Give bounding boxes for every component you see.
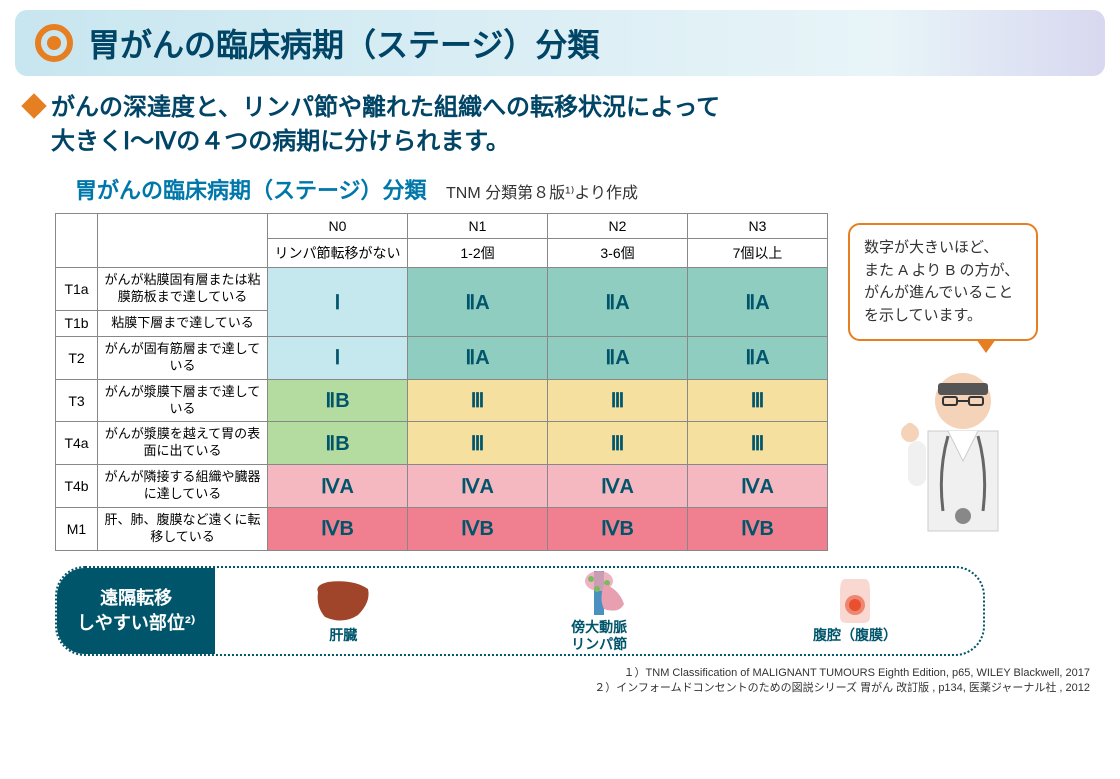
row-code: T4b	[56, 465, 98, 508]
diamond-icon	[21, 93, 46, 118]
col-n2-desc: 3-6個	[548, 239, 688, 268]
col-n0: N0	[268, 214, 408, 239]
stage-table-container: N0 N1 N2 N3 リンパ節転移がない 1-2個 3-6個 7個以上 T1a…	[55, 213, 828, 551]
stage-cell: ⅣB	[268, 507, 408, 550]
stage-cell: ⅡA	[408, 336, 548, 379]
stage-cell: ⅡA	[688, 268, 828, 337]
stage-table: N0 N1 N2 N3 リンパ節転移がない 1-2個 3-6個 7個以上 T1a…	[55, 213, 828, 551]
organ-liver: 肝臓	[215, 577, 471, 644]
stage-cell: ⅡA	[548, 336, 688, 379]
row-code: T4a	[56, 422, 98, 465]
row-label: 粘膜下層まで達している	[98, 310, 268, 336]
stage-cell: ⅣA	[268, 465, 408, 508]
table-row: T2がんが固有筋層まで達しているⅠⅡAⅡAⅡA	[56, 336, 828, 379]
col-n3: N3	[688, 214, 828, 239]
references: １）TNM Classification of MALIGNANT TUMOUR…	[15, 666, 1090, 697]
metastasis-box: 遠隔転移しやすい部位²⁾ 肝臓 傍大動脈リンパ節 腹腔（腹膜）	[55, 566, 985, 656]
stage-cell: Ⅲ	[688, 422, 828, 465]
row-label: がんが漿膜下層まで達している	[98, 379, 268, 422]
stage-cell: Ⅲ	[408, 379, 548, 422]
stage-cell: Ⅲ	[688, 379, 828, 422]
row-code: T1b	[56, 310, 98, 336]
row-code: T2	[56, 336, 98, 379]
row-label: がんが粘膜固有層または粘膜筋板まで達している	[98, 268, 268, 311]
col-n1: N1	[408, 214, 548, 239]
stage-cell: Ⅲ	[548, 379, 688, 422]
title-bar: 胃がんの臨床病期（ステージ）分類	[15, 10, 1105, 76]
stage-cell: Ⅰ	[268, 268, 408, 337]
stage-cell: ⅡA	[688, 336, 828, 379]
stage-cell: ⅣA	[688, 465, 828, 508]
stage-cell: Ⅲ	[408, 422, 548, 465]
organ-lymph-label: 傍大動脈リンパ節	[571, 619, 627, 653]
stage-cell: ⅣB	[408, 507, 548, 550]
table-row: T1aがんが粘膜固有層または粘膜筋板まで達しているⅠⅡAⅡAⅡA	[56, 268, 828, 311]
table-row: T3がんが漿膜下層まで達しているⅡBⅢⅢⅢ	[56, 379, 828, 422]
liver-icon	[313, 577, 373, 625]
stage-cell: ⅡB	[268, 422, 408, 465]
organ-peritoneum: 腹腔（腹膜）	[727, 577, 983, 644]
table-row: T4aがんが漿膜を越えて胃の表面に出ているⅡBⅢⅢⅢ	[56, 422, 828, 465]
table-row: M1肝、肺、腹膜など遠くに転移しているⅣBⅣBⅣBⅣB	[56, 507, 828, 550]
stage-cell: ⅣA	[408, 465, 548, 508]
speech-bubble: 数字が大きいほど、また A より B の方が、がんが進んでいることを示しています…	[848, 223, 1038, 341]
col-n3-desc: 7個以上	[688, 239, 828, 268]
subtitle-text: がんの深達度と、リンパ節や離れた組織への転移状況によって大きくⅠ〜Ⅳの４つの病期…	[51, 91, 720, 158]
title-bullet-icon	[35, 24, 73, 62]
metastasis-label: 遠隔転移しやすい部位²⁾	[57, 568, 215, 654]
col-n0-desc: リンパ節転移がない	[268, 239, 408, 268]
row-code: T1a	[56, 268, 98, 311]
organ-peritoneum-label: 腹腔（腹膜）	[813, 627, 897, 644]
row-code: T3	[56, 379, 98, 422]
organ-liver-label: 肝臓	[329, 627, 357, 644]
stage-cell: ⅡA	[548, 268, 688, 337]
row-label: がんが固有筋層まで達している	[98, 336, 268, 379]
stage-cell: Ⅲ	[548, 422, 688, 465]
doctor-icon	[888, 361, 1038, 541]
table-row: T4bがんが隣接する組織や臓器に達しているⅣAⅣAⅣAⅣA	[56, 465, 828, 508]
stage-cell: ⅣB	[688, 507, 828, 550]
callout-panel: 数字が大きいほど、また A より B の方が、がんが進んでいることを示しています…	[848, 223, 1038, 546]
stage-cell: ⅡB	[268, 379, 408, 422]
row-code: M1	[56, 507, 98, 550]
table-title: 胃がんの臨床病期（ステージ）分類	[75, 178, 427, 203]
table-subtitle: TNM 分類第８版¹⁾より作成	[446, 185, 638, 202]
row-label: がんが隣接する組織や臓器に達している	[98, 465, 268, 508]
col-n2: N2	[548, 214, 688, 239]
col-n1-desc: 1-2個	[408, 239, 548, 268]
stage-cell: ⅣA	[548, 465, 688, 508]
page-title: 胃がんの臨床病期（ステージ）分類	[88, 20, 599, 66]
table-title-row: 胃がんの臨床病期（ステージ）分類 TNM 分類第８版¹⁾より作成	[75, 173, 1105, 205]
stage-cell: ⅡA	[408, 268, 548, 337]
stage-cell: Ⅰ	[268, 336, 408, 379]
subtitle-row: がんの深達度と、リンパ節や離れた組織への転移状況によって大きくⅠ〜Ⅳの４つの病期…	[25, 91, 1105, 158]
stage-cell: ⅣB	[548, 507, 688, 550]
row-label: がんが漿膜を越えて胃の表面に出ている	[98, 422, 268, 465]
lymph-icon	[569, 569, 629, 617]
peritoneum-icon	[825, 577, 885, 625]
organ-lymph: 傍大動脈リンパ節	[471, 569, 727, 653]
row-label: 肝、肺、腹膜など遠くに転移している	[98, 507, 268, 550]
